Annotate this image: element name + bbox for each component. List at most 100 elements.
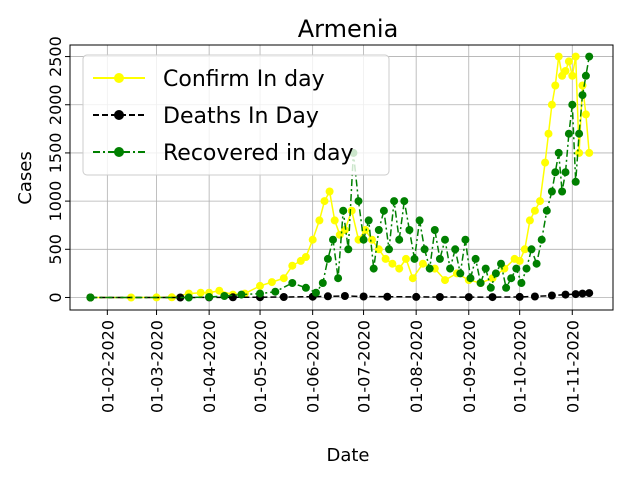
data-point <box>408 274 417 283</box>
data-point <box>451 245 460 254</box>
series-recovered-in-day <box>86 52 594 302</box>
data-point <box>554 148 563 157</box>
data-point <box>420 245 429 254</box>
data-point <box>486 283 495 292</box>
data-point <box>461 235 470 244</box>
data-point <box>301 283 310 292</box>
y-tick-label: 500 <box>46 234 65 265</box>
data-point <box>464 293 473 302</box>
data-point <box>547 291 556 300</box>
data-point <box>368 235 376 244</box>
legend: Confirm In day Deaths In Day Recovered in … <box>82 54 390 176</box>
data-point <box>564 57 573 66</box>
data-point <box>530 292 539 301</box>
chart-title: Armenia <box>298 15 399 43</box>
series-group <box>86 52 594 302</box>
y-tick-label: 0 <box>46 292 65 302</box>
data-point <box>471 254 480 263</box>
x-tick-label: 01-02-2020 <box>98 320 117 413</box>
data-point <box>564 129 573 138</box>
data-point <box>571 52 580 61</box>
data-point <box>329 235 337 244</box>
data-point <box>551 81 560 90</box>
y-axis-label: Cases <box>15 151 36 204</box>
data-point <box>585 52 594 61</box>
data-point <box>558 187 567 196</box>
data-point <box>418 259 427 268</box>
data-point <box>330 216 339 225</box>
data-point <box>507 274 516 283</box>
data-point <box>379 206 388 215</box>
data-point <box>441 235 449 244</box>
x-tick-label: 01-07-2020 <box>355 320 374 413</box>
data-point <box>522 264 531 273</box>
data-point <box>415 216 424 225</box>
legend-marker <box>114 110 124 120</box>
data-point <box>491 269 500 278</box>
data-point <box>184 293 193 302</box>
data-point <box>466 274 475 283</box>
data-point <box>517 279 526 287</box>
data-point <box>288 279 297 287</box>
x-tick-label: 01-11-2020 <box>563 320 582 413</box>
data-point <box>176 293 185 302</box>
x-tick-label: 01-03-2020 <box>148 320 167 413</box>
legend-marker <box>114 147 124 157</box>
legend-box <box>82 54 390 176</box>
data-point <box>354 197 363 206</box>
data-point <box>488 293 497 302</box>
data-point <box>571 177 580 186</box>
data-point <box>520 245 529 254</box>
data-point <box>364 216 373 225</box>
data-point <box>581 71 590 80</box>
data-point <box>359 235 368 244</box>
data-point <box>441 276 449 285</box>
data-point <box>530 206 539 215</box>
data-point <box>279 274 288 283</box>
data-point <box>267 278 276 287</box>
data-point <box>435 254 444 263</box>
data-point <box>385 245 393 254</box>
data-point <box>400 197 409 206</box>
y-axis-ticks: 0 500 1000 1500 2000 2500 <box>46 36 70 303</box>
data-point <box>568 100 577 109</box>
data-point <box>497 259 505 268</box>
data-point <box>410 254 419 263</box>
data-point <box>325 187 334 196</box>
data-point <box>340 292 349 300</box>
series-line <box>90 292 590 299</box>
legend-label: Deaths In Day <box>163 104 319 129</box>
data-point <box>578 91 587 100</box>
data-point <box>308 235 317 244</box>
data-point <box>585 289 594 298</box>
data-point <box>561 67 570 75</box>
data-point <box>390 197 399 206</box>
data-point <box>575 129 584 138</box>
data-point <box>323 254 332 263</box>
x-axis-ticks: 01-02-2020 01-03-2020 01-04-2020 01-05-2020… <box>98 310 582 413</box>
x-axis-label: Date <box>326 445 369 466</box>
data-point <box>551 168 560 177</box>
data-point <box>271 287 280 296</box>
data-point <box>515 256 524 265</box>
data-point <box>581 110 590 119</box>
data-point <box>381 254 390 263</box>
data-point <box>561 168 570 177</box>
data-point <box>568 71 577 80</box>
data-point <box>347 206 356 215</box>
data-point <box>476 279 485 287</box>
data-point <box>554 52 563 61</box>
data-point <box>359 292 368 301</box>
data-point <box>435 293 444 301</box>
data-point <box>215 286 224 295</box>
data-point <box>547 187 556 196</box>
data-point <box>361 226 370 234</box>
data-point <box>315 216 324 225</box>
data-point <box>575 148 584 157</box>
data-point <box>388 259 397 268</box>
data-point <box>383 292 392 301</box>
data-point <box>502 283 511 292</box>
data-point <box>196 288 205 297</box>
x-tick-label: 01-05-2020 <box>251 320 270 413</box>
